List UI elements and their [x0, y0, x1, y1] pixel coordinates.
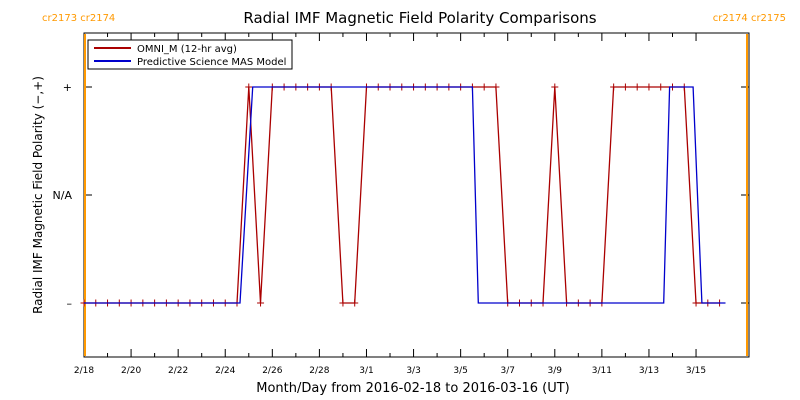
data-point-marker: [257, 299, 265, 307]
data-point-marker: [692, 299, 700, 307]
x-tick-label: 3/11: [592, 366, 612, 376]
x-tick-label: 2/20: [121, 366, 141, 376]
y-axis-label: Radial IMF Magnetic Field Polarity (−,+): [31, 76, 45, 314]
x-tick-label: 2/22: [168, 366, 188, 376]
data-point-marker: [245, 83, 253, 91]
y-tick-label: +: [63, 81, 72, 94]
series-layer: [80, 83, 726, 307]
x-tick-label: 2/18: [74, 366, 94, 376]
x-tick-label: 3/1: [359, 366, 373, 376]
data-point-marker: [657, 83, 665, 91]
x-axis-ticks: 2/18 2/20 2/22 2/24 2/26 2/28 3/1 3/3 3/5 3/7 3/9 3…: [74, 33, 706, 376]
data-point-marker: [492, 83, 500, 91]
carrington-markers: [84, 34, 748, 356]
x-tick-label: 3/13: [639, 366, 659, 376]
carrington-label-right: cr2174 cr2175: [713, 13, 786, 24]
series-line-0: [84, 86, 720, 304]
x-tick-label: 2/26: [262, 366, 282, 376]
carrington-label-left: cr2173 cr2174: [42, 13, 115, 24]
legend-label-mas: Predictive Science MAS Model: [137, 57, 286, 68]
x-tick-label: 2/24: [215, 366, 235, 376]
y-tick-label: –: [67, 297, 73, 310]
x-tick-label: 3/3: [406, 366, 420, 376]
data-point-marker: [339, 299, 347, 307]
legend: OMNI_M (12-hr avg) Predictive Science MA…: [87, 39, 293, 70]
y-axis-ticks: + N/A –: [53, 81, 749, 310]
x-axis-label: Month/Day from 2016-02-18 to 2016-03-16 …: [256, 381, 569, 396]
data-point-marker: [621, 83, 629, 91]
data-point-marker: [551, 83, 559, 91]
data-point-marker: [645, 83, 653, 91]
y-tick-label: N/A: [53, 189, 73, 202]
x-tick-label: 3/9: [548, 366, 563, 376]
x-tick-label: 3/7: [500, 366, 514, 376]
plot-frame: [83, 32, 750, 358]
data-point-marker: [633, 83, 641, 91]
legend-label-omni: OMNI_M (12-hr avg): [137, 44, 237, 55]
x-tick-label: 3/5: [453, 366, 467, 376]
data-point-marker: [480, 83, 488, 91]
data-point-marker: [351, 299, 359, 307]
series-line-1: [84, 86, 726, 304]
x-tick-label: 2/28: [309, 366, 329, 376]
x-tick-label: 3/15: [686, 366, 706, 376]
legend-box: [87, 39, 293, 70]
data-point-marker: [610, 83, 618, 91]
chart-title: Radial IMF Magnetic Field Polarity Compa…: [243, 9, 596, 27]
